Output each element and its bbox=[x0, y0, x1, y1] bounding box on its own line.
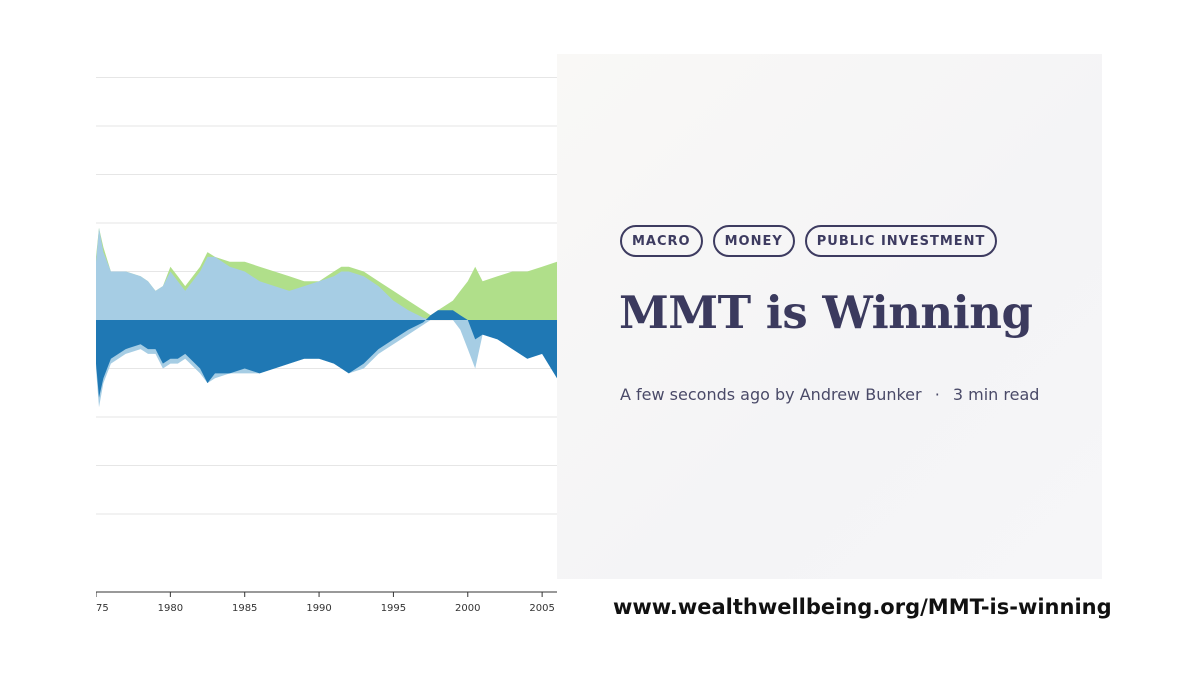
article-title[interactable]: MMT is Winning bbox=[619, 286, 1033, 339]
series-area-upper-lightblue bbox=[96, 227, 557, 320]
x-tick-label: 1980 bbox=[158, 603, 183, 614]
read-time: 3 min read bbox=[952, 385, 1040, 404]
article-card[interactable]: MACRO MONEY PUBLIC INVESTMENT MMT is Win… bbox=[557, 54, 1102, 579]
article-url[interactable]: www.wealthwellbeing.org/MMT-is-winning bbox=[613, 595, 1112, 619]
tag-macro[interactable]: MACRO bbox=[620, 225, 703, 257]
series-areas bbox=[96, 227, 557, 408]
x-tick-label: 1995 bbox=[381, 603, 406, 614]
meta-separator: · bbox=[934, 385, 940, 404]
x-axis: 1975 1980 1985 1990 1995 2000 2005 bbox=[96, 591, 557, 614]
publish-time: A few seconds ago bbox=[620, 385, 770, 404]
series-area-lower-darkblue bbox=[96, 310, 557, 398]
x-tick-label: 2005 bbox=[529, 603, 554, 614]
streamgraph-chart: 1975 1980 1985 1990 1995 2000 2005 bbox=[96, 77, 557, 614]
tag-list: MACRO MONEY PUBLIC INVESTMENT bbox=[620, 225, 998, 257]
chart-area: 1975 1980 1985 1990 1995 2000 2005 bbox=[96, 60, 557, 620]
x-tick-label: 2000 bbox=[455, 603, 480, 614]
article-meta: A few seconds ago by Andrew Bunker · 3 m… bbox=[620, 385, 1039, 404]
tag-money[interactable]: MONEY bbox=[712, 225, 795, 257]
x-tick-label: 1990 bbox=[306, 603, 331, 614]
author-name[interactable]: Andrew Bunker bbox=[799, 385, 922, 404]
x-tick-label: 1985 bbox=[232, 603, 257, 614]
author-prefix: by bbox=[775, 385, 795, 404]
x-tick-label: 1975 bbox=[96, 603, 109, 614]
tag-public-investment[interactable]: PUBLIC INVESTMENT bbox=[804, 225, 998, 257]
